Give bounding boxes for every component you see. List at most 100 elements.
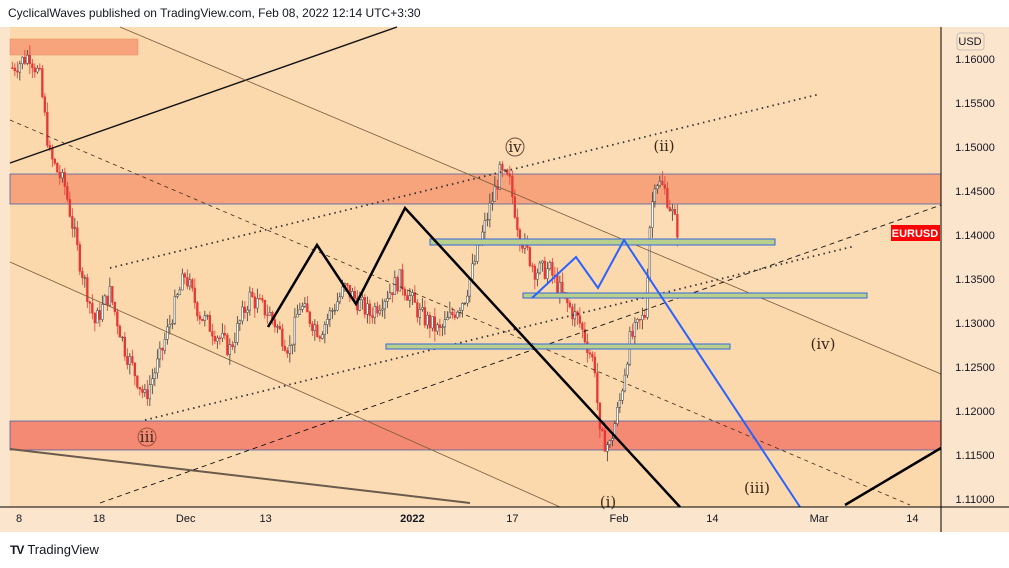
candle bbox=[98, 310, 101, 320]
time-axis[interactable]: 8 18 Dec 13 2022 17 Feb 14 Mar 14 bbox=[16, 513, 919, 525]
candle bbox=[248, 291, 251, 311]
candle bbox=[388, 292, 392, 299]
candle bbox=[18, 63, 21, 73]
candle bbox=[406, 295, 409, 301]
candle bbox=[598, 402, 602, 430]
candle bbox=[511, 176, 514, 198]
candle bbox=[561, 282, 564, 293]
candle bbox=[618, 400, 622, 408]
channel-fill bbox=[10, 27, 941, 507]
candle bbox=[283, 345, 286, 351]
level-2 bbox=[522, 292, 868, 299]
price-tick-label: 1.11500 bbox=[956, 450, 995, 462]
candle bbox=[113, 302, 116, 312]
candle bbox=[416, 302, 419, 318]
candle bbox=[633, 321, 637, 337]
candle bbox=[196, 302, 199, 317]
candle bbox=[483, 220, 487, 233]
candle bbox=[28, 54, 31, 64]
candle bbox=[431, 316, 434, 329]
candle bbox=[251, 291, 254, 298]
candle bbox=[238, 320, 241, 324]
candle bbox=[338, 296, 341, 303]
candle bbox=[61, 172, 64, 179]
channel-lower bbox=[9, 261, 561, 508]
time-tick-label: 13 bbox=[260, 513, 272, 525]
candle bbox=[253, 296, 256, 309]
candle bbox=[663, 184, 667, 189]
candle bbox=[306, 303, 309, 313]
zone-top-left bbox=[9, 38, 139, 56]
dashed-line-2 bbox=[99, 204, 942, 504]
price-tick-label: 1.13500 bbox=[955, 274, 995, 286]
candle bbox=[303, 303, 306, 307]
candle bbox=[128, 356, 131, 365]
candle bbox=[421, 307, 424, 310]
candle bbox=[143, 389, 146, 393]
candle bbox=[101, 304, 104, 320]
candle bbox=[201, 318, 204, 321]
candle bbox=[501, 163, 504, 171]
candle bbox=[193, 287, 196, 304]
candle bbox=[11, 67, 14, 69]
time-tick-label: 8 bbox=[16, 513, 22, 525]
candle bbox=[493, 186, 497, 202]
currency-label: USD bbox=[958, 36, 981, 48]
dashed-line-1 bbox=[9, 119, 911, 506]
currency-button[interactable] bbox=[956, 32, 985, 51]
candle bbox=[581, 323, 584, 330]
wave-label-ii: (ii) bbox=[653, 137, 674, 155]
candle bbox=[83, 277, 86, 279]
candle bbox=[571, 306, 574, 320]
time-tick-label: 18 bbox=[93, 513, 105, 525]
candle bbox=[183, 273, 186, 278]
candle bbox=[321, 334, 324, 339]
candle bbox=[298, 309, 301, 315]
candle bbox=[56, 162, 59, 173]
candle bbox=[221, 333, 224, 339]
candle bbox=[451, 311, 454, 316]
candle bbox=[393, 277, 397, 295]
candle bbox=[341, 286, 344, 298]
candle bbox=[223, 333, 226, 336]
candle bbox=[268, 312, 271, 316]
projection-path bbox=[531, 238, 801, 508]
candle bbox=[211, 331, 214, 337]
candle bbox=[296, 314, 299, 318]
candle bbox=[148, 384, 151, 400]
candle bbox=[226, 334, 229, 355]
candle bbox=[31, 63, 34, 69]
candle bbox=[111, 286, 114, 303]
candle bbox=[573, 311, 577, 320]
candle bbox=[163, 339, 166, 351]
candle bbox=[106, 295, 109, 306]
dotted-line-1 bbox=[109, 93, 821, 269]
candle bbox=[378, 309, 382, 314]
candle bbox=[318, 336, 321, 339]
candle bbox=[486, 219, 489, 221]
candle bbox=[316, 324, 319, 337]
candle bbox=[168, 324, 171, 328]
candle bbox=[246, 309, 249, 313]
candle bbox=[373, 306, 377, 318]
candle bbox=[23, 56, 26, 64]
candle bbox=[151, 378, 154, 386]
candle bbox=[551, 262, 554, 276]
symbol-tag-label: EURUSD bbox=[892, 228, 939, 240]
candle bbox=[408, 295, 412, 301]
price-axis[interactable]: 1.16000 1.15500 1.15000 1.14500 1.14000 1.135… bbox=[955, 54, 995, 506]
footer: TV TradingView bbox=[10, 542, 99, 557]
candle bbox=[173, 296, 176, 324]
candle bbox=[371, 315, 374, 318]
candle bbox=[446, 317, 449, 321]
candle bbox=[541, 260, 544, 264]
candle bbox=[116, 311, 119, 327]
candle bbox=[531, 265, 534, 267]
candle bbox=[88, 301, 91, 304]
candle bbox=[78, 244, 81, 272]
candle bbox=[588, 352, 592, 355]
candle bbox=[123, 336, 126, 357]
candle bbox=[16, 70, 19, 73]
candle bbox=[171, 323, 174, 325]
